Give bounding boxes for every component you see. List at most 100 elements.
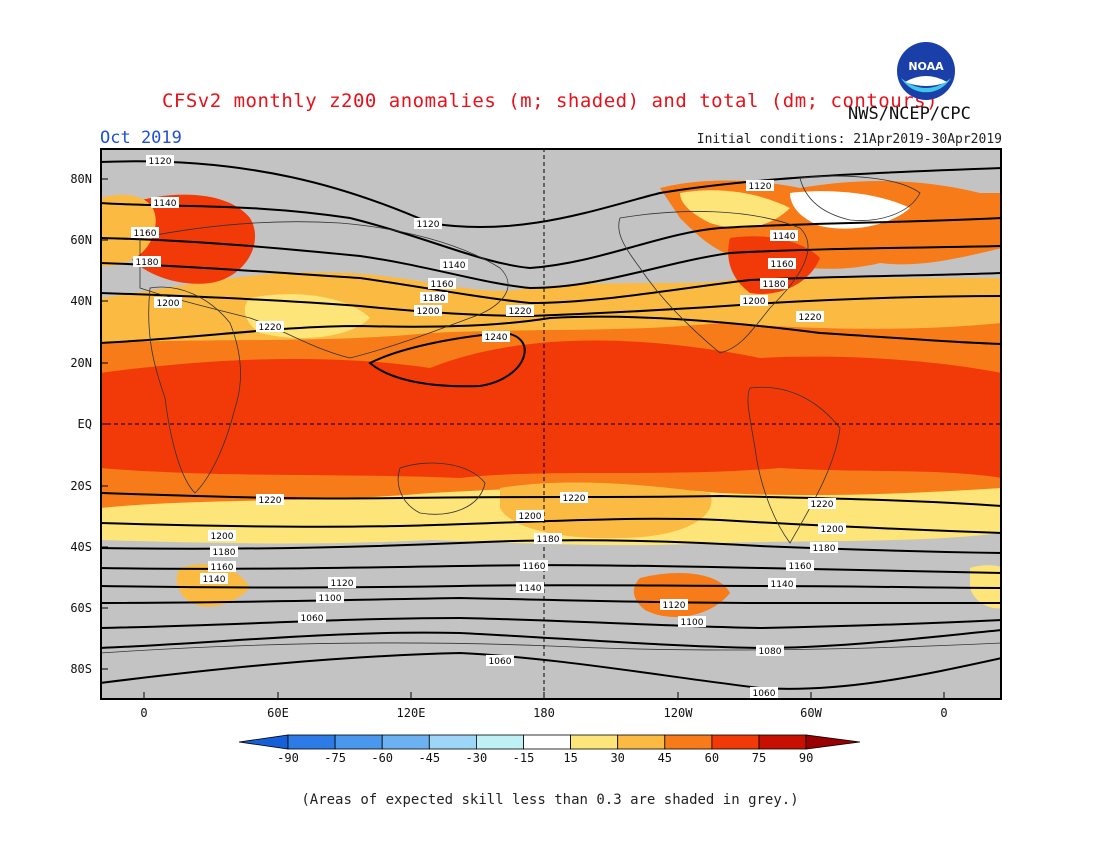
lon-label-0-east: 0 (940, 706, 948, 720)
lat-label-60s: 60S (70, 601, 92, 615)
colorbar-tick-label: -90 (277, 751, 299, 765)
svg-text:1160: 1160 (523, 562, 546, 572)
noaa-logo: NOAA (897, 42, 955, 100)
coast-s-america (747, 386, 841, 544)
coast-antarctica (100, 642, 1002, 654)
anomaly-patch-arctic-white (790, 191, 910, 229)
svg-text:1120: 1120 (331, 579, 354, 589)
lon-label-60w: 60W (800, 706, 822, 720)
contour-label-1140-sh-c: 1140 (768, 578, 796, 590)
coast-eurasia (139, 221, 509, 359)
lat-label-80s: 80S (70, 662, 92, 676)
svg-text:1220: 1220 (259, 496, 282, 506)
contour-label-1140-sh-a: 1140 (200, 573, 228, 585)
svg-text:1160: 1160 (134, 229, 157, 239)
contour-label-1160-a: 1160 (131, 227, 159, 239)
contour-label-1120-b: 1120 (414, 218, 442, 230)
contour-label-1060-a: 1060 (298, 612, 326, 624)
lat-label-40n: 40N (70, 294, 92, 308)
contour-1140-sh (100, 584, 1002, 589)
colorbar (238, 734, 861, 750)
contour-1140-nh (100, 202, 1002, 270)
lat-label-20n: 20N (70, 356, 92, 370)
svg-text:1080: 1080 (759, 647, 782, 657)
colorbar-cell (711, 734, 760, 750)
contour-1180-sh (100, 539, 1002, 554)
svg-text:1180: 1180 (423, 294, 446, 304)
contour-1180-nh (100, 262, 1002, 305)
svg-text:1160: 1160 (211, 563, 234, 573)
contour-label-1220-a: 1220 (256, 321, 284, 333)
lat-label-eq: EQ (77, 417, 92, 431)
lat-label-60n: 60N (70, 233, 92, 247)
colorbar-cell (428, 734, 477, 750)
coast-australia (397, 462, 486, 515)
svg-text:1220: 1220 (509, 307, 532, 317)
svg-text:1140: 1140 (771, 580, 794, 590)
contour-1240 (368, 331, 526, 388)
svg-text:1240: 1240 (485, 333, 508, 343)
colorbar-cell (475, 734, 524, 750)
svg-text:1180: 1180 (763, 280, 786, 290)
svg-text:1180: 1180 (813, 544, 836, 554)
contour-label-1220-b: 1220 (506, 305, 534, 317)
svg-text:1200: 1200 (157, 299, 180, 309)
forecast-month: Oct 2019 (100, 128, 182, 148)
svg-text:1180: 1180 (537, 535, 560, 545)
svg-text:1140: 1140 (773, 232, 796, 242)
contour-labels: 1120 1140 1160 1180 1200 1220 1240 1120 … (131, 155, 846, 699)
contour-label-1180-sh-c: 1180 (810, 542, 838, 554)
svg-text:1100: 1100 (319, 594, 342, 604)
anomaly-patch-greenland-light (680, 190, 790, 228)
svg-text:1060: 1060 (301, 614, 324, 624)
svg-text:1180: 1180 (213, 548, 236, 558)
contour-label-1120-sh-b: 1120 (660, 599, 688, 611)
contour-label-1140-sh-b: 1140 (516, 582, 544, 594)
colorbar-tick-label: -30 (465, 751, 488, 765)
contour-label-1240: 1240 (482, 331, 510, 343)
noaa-logo-text: NOAA (908, 60, 944, 73)
svg-text:1120: 1120 (749, 182, 772, 192)
contour-label-1100-sh-a: 1100 (316, 592, 344, 604)
initial-conditions: Initial conditions: 21Apr2019-30Apr2019 (696, 132, 1002, 147)
contour-label-1200-sh-a: 1200 (208, 530, 236, 542)
contour-label-1120-a: 1120 (146, 155, 174, 167)
svg-text:1200: 1200 (519, 512, 542, 522)
contour-1200-sh (100, 517, 1002, 534)
svg-text:1220: 1220 (799, 313, 822, 323)
svg-text:1120: 1120 (417, 220, 440, 230)
colorbar-cell (664, 734, 713, 750)
contour-label-1140-a: 1140 (151, 197, 179, 209)
contour-label-1200-c: 1200 (740, 295, 768, 307)
svg-text:1120: 1120 (663, 601, 686, 611)
colorbar-tick-label: 30 (610, 751, 625, 765)
svg-text:1200: 1200 (821, 525, 844, 535)
lat-label-40s: 40S (70, 540, 92, 554)
svg-text:1220: 1220 (259, 323, 282, 333)
colorbar-tick-label: -15 (512, 751, 535, 765)
svg-text:1120: 1120 (149, 157, 172, 167)
svg-text:1140: 1140 (443, 261, 466, 271)
svg-text:1200: 1200 (211, 532, 234, 542)
coast-africa (148, 286, 241, 494)
lon-label-180: 180 (533, 706, 555, 720)
lon-label-0: 0 (140, 706, 148, 720)
colorbar-tick-label: -60 (371, 751, 394, 765)
contour-label-1060-c: 1060 (750, 687, 778, 699)
axis-ticks (100, 178, 945, 700)
contour-label-1180-sh-b: 1180 (534, 533, 562, 545)
svg-text:1140: 1140 (519, 584, 542, 594)
contour-label-1140-b: 1140 (440, 259, 468, 271)
contour-label-1080: 1080 (756, 645, 784, 657)
colorbar-cell (381, 734, 430, 750)
contour-label-1160-b: 1160 (428, 278, 456, 290)
contour-label-1140-c: 1140 (770, 230, 798, 242)
contour-label-1120-sh-a: 1120 (328, 577, 356, 589)
svg-text:1160: 1160 (789, 562, 812, 572)
map-title: CFSv2 monthly z200 anomalies (m; shaded)… (161, 90, 939, 112)
anomaly-patch-s-ocean-3 (970, 565, 1002, 609)
skill-footnote: (Areas of expected skill less than 0.3 a… (301, 792, 799, 808)
contour-1100-sh (100, 616, 1002, 630)
contour-1160-nh (100, 237, 1002, 290)
contour-label-1220-sh-b: 1220 (560, 492, 588, 504)
